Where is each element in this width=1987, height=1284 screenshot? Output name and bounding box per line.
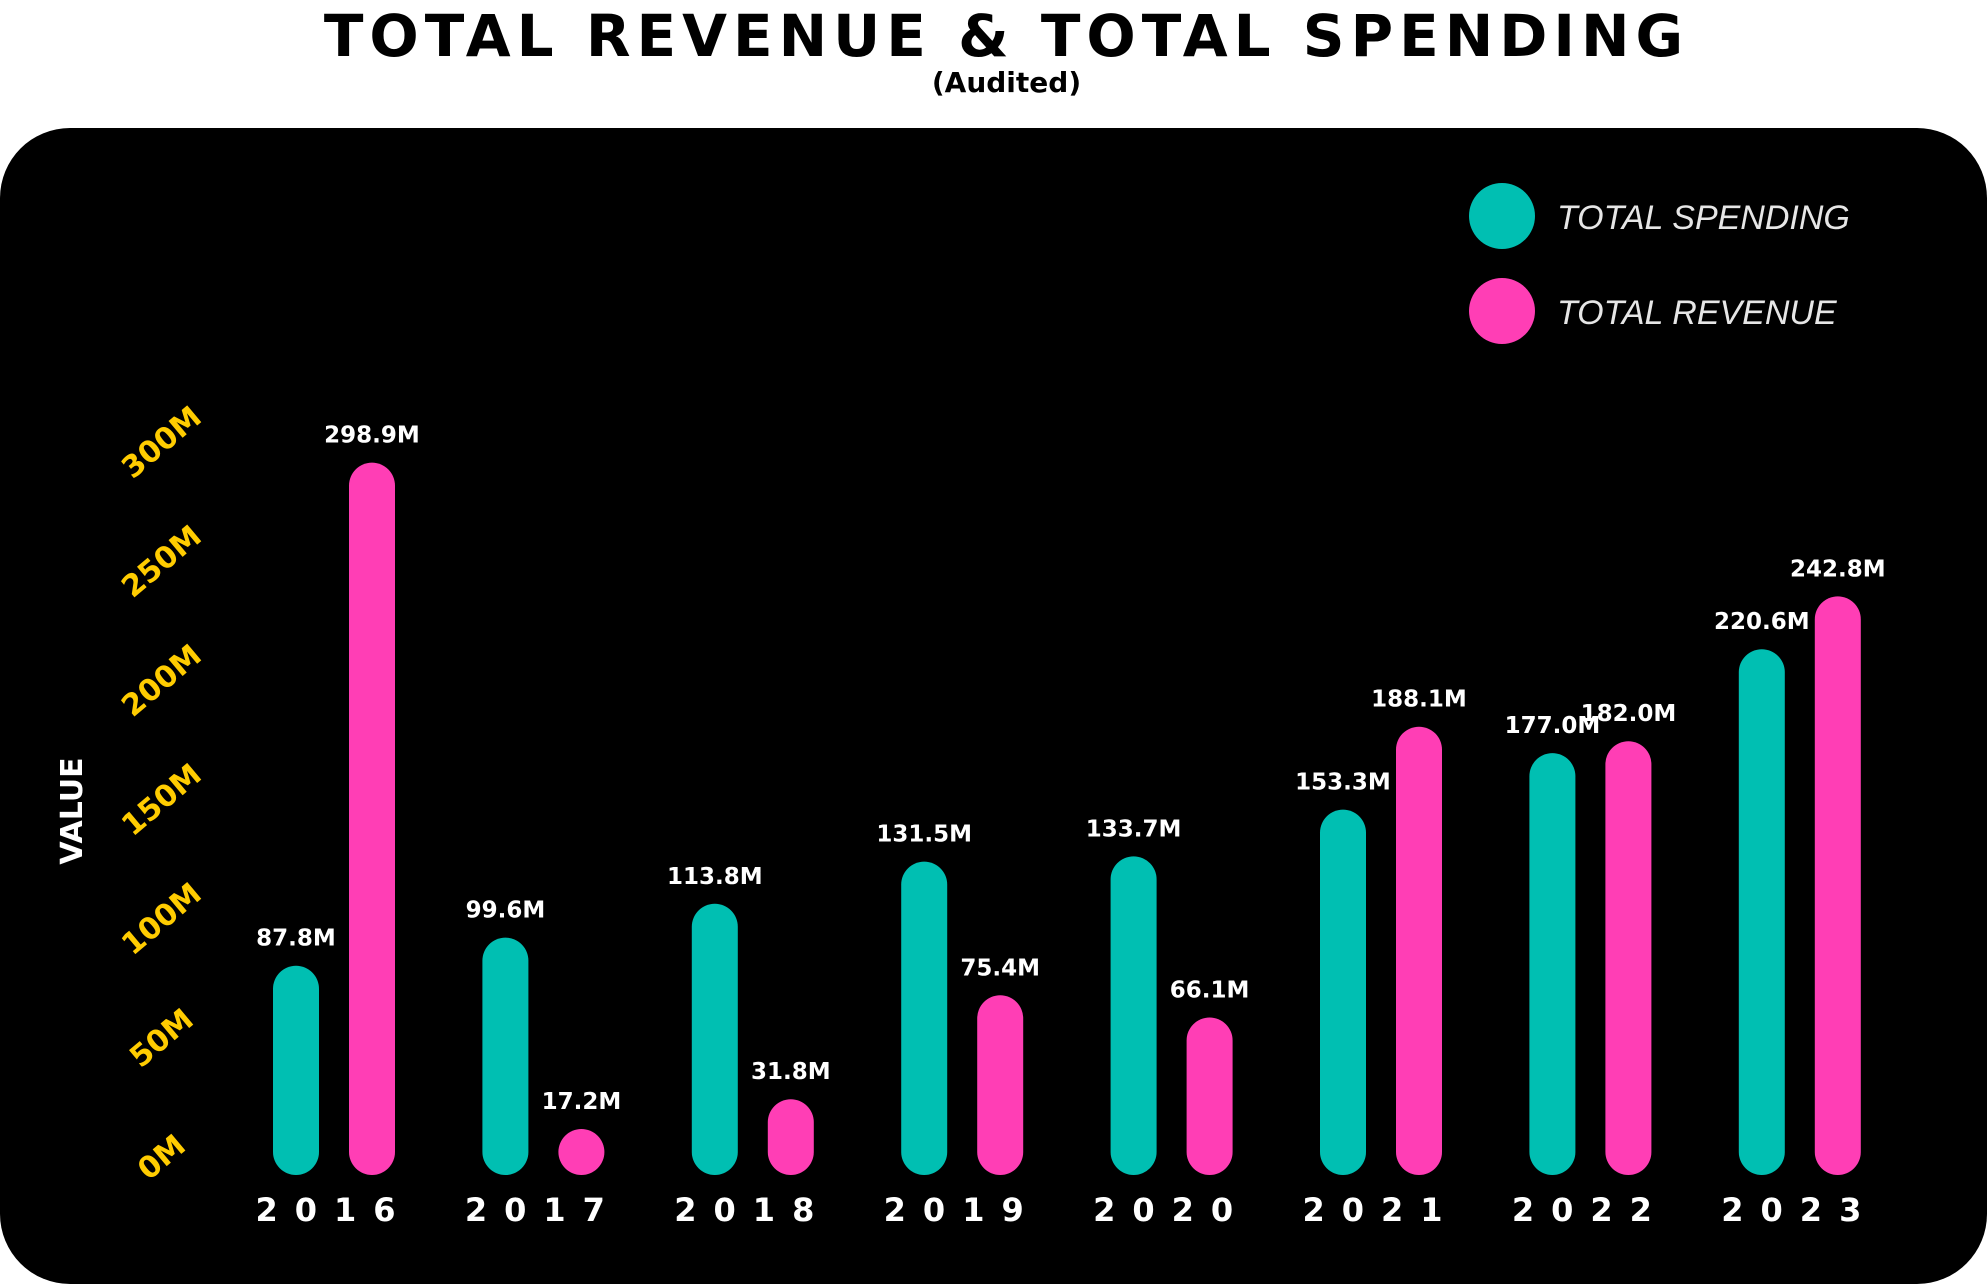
revenue-bar-2016 — [349, 462, 395, 1175]
legend: TOTAL SPENDING TOTAL REVENUE — [1469, 183, 1850, 344]
revenue-bar-2022 — [1605, 741, 1652, 1175]
y-axis: VALUE 0M 50M 100M 150M 200M 250M 300M — [55, 400, 209, 1188]
y-tick-label: 50M — [123, 1002, 200, 1075]
bar-group-2023: 220.6M 242.8M — [1714, 556, 1886, 1175]
spending-value-label-2020: 133.7M — [1086, 816, 1182, 842]
spending-value-label-2016: 87.8M — [256, 926, 336, 952]
y-tick-label: 250M — [115, 519, 208, 605]
x-tick-label-2021: 2021 — [1302, 1191, 1459, 1229]
legend-swatch-revenue — [1469, 278, 1535, 344]
spending-value-label-2017: 99.6M — [466, 898, 546, 924]
revenue-bar-2018 — [767, 1099, 814, 1175]
spending-bar-2021 — [1320, 809, 1366, 1175]
y-axis-label: VALUE — [55, 757, 90, 864]
legend-swatch-spending — [1469, 183, 1535, 249]
spending-value-label-2019: 131.5M — [876, 822, 972, 848]
y-tick-label: 100M — [115, 876, 208, 962]
y-tick-label: 200M — [115, 638, 208, 724]
bar-group-2020: 133.7M 66.1M — [1086, 816, 1250, 1175]
x-axis: 2016 2017 2018 2019 2020 2021 2022 2023 — [255, 1191, 1878, 1229]
revenue-value-label-2018: 31.8M — [751, 1059, 831, 1085]
chart-subtitle: (Audited) — [931, 66, 1082, 99]
x-tick-label-2019: 2019 — [884, 1191, 1041, 1229]
bar-group-2017: 99.6M 17.2M — [466, 898, 622, 1175]
spending-value-label-2021: 153.3M — [1295, 770, 1391, 796]
revenue-value-label-2017: 17.2M — [542, 1089, 622, 1115]
y-tick-label: 300M — [115, 400, 208, 486]
y-tick-label: 150M — [115, 757, 208, 843]
revenue-bar-2023 — [1814, 596, 1861, 1175]
revenue-bar-2021 — [1396, 726, 1442, 1175]
spending-value-label-2023: 220.6M — [1714, 609, 1810, 635]
spending-bar-2016 — [273, 965, 319, 1175]
revenue-value-label-2019: 75.4M — [960, 955, 1040, 981]
x-tick-label-2016: 2016 — [255, 1191, 412, 1229]
spending-value-label-2018: 113.8M — [667, 864, 763, 890]
spending-bar-2023 — [1738, 649, 1785, 1175]
revenue-bar-2020 — [1186, 1017, 1233, 1175]
x-tick-label-2023: 2023 — [1721, 1191, 1878, 1229]
bar-group-2018: 113.8M 31.8M — [667, 864, 831, 1175]
spending-bar-2018 — [691, 903, 738, 1175]
spending-bar-2019 — [901, 861, 948, 1175]
revenue-bar-2019 — [977, 995, 1024, 1175]
x-tick-label-2017: 2017 — [465, 1191, 622, 1229]
bar-group-2021: 153.3M 188.1M — [1295, 687, 1467, 1175]
chart-title: TOTAL REVENUE & TOTAL SPENDING — [323, 2, 1690, 70]
revenue-value-label-2020: 66.1M — [1170, 977, 1250, 1003]
revenue-bar-2017 — [558, 1129, 605, 1175]
revenue-value-label-2022: 182.0M — [1581, 701, 1677, 727]
revenue-value-label-2021: 188.1M — [1371, 687, 1467, 713]
spending-value-label-2022: 177.0M — [1505, 713, 1601, 739]
legend-label-revenue: TOTAL REVENUE — [1557, 294, 1837, 332]
y-tick-label: 0M — [131, 1128, 192, 1187]
bar-group-2016: 87.8M 298.9M — [256, 423, 420, 1175]
spending-bar-2020 — [1110, 856, 1157, 1175]
x-tick-label-2020: 2020 — [1093, 1191, 1250, 1229]
revenue-value-label-2023: 242.8M — [1790, 556, 1886, 582]
spending-bar-2022 — [1529, 753, 1576, 1175]
x-tick-label-2022: 2022 — [1512, 1191, 1669, 1229]
revenue-value-label-2016: 298.9M — [324, 423, 420, 449]
spending-bar-2017 — [482, 937, 529, 1175]
x-tick-label-2018: 2018 — [674, 1191, 831, 1229]
legend-label-spending: TOTAL SPENDING — [1557, 199, 1850, 237]
bars: 87.8M 298.9M 99.6M 17.2M 113.8M 31.8M 131.5M 75… — [256, 423, 1886, 1175]
bar-group-2019: 131.5M 75.4M — [876, 822, 1040, 1175]
